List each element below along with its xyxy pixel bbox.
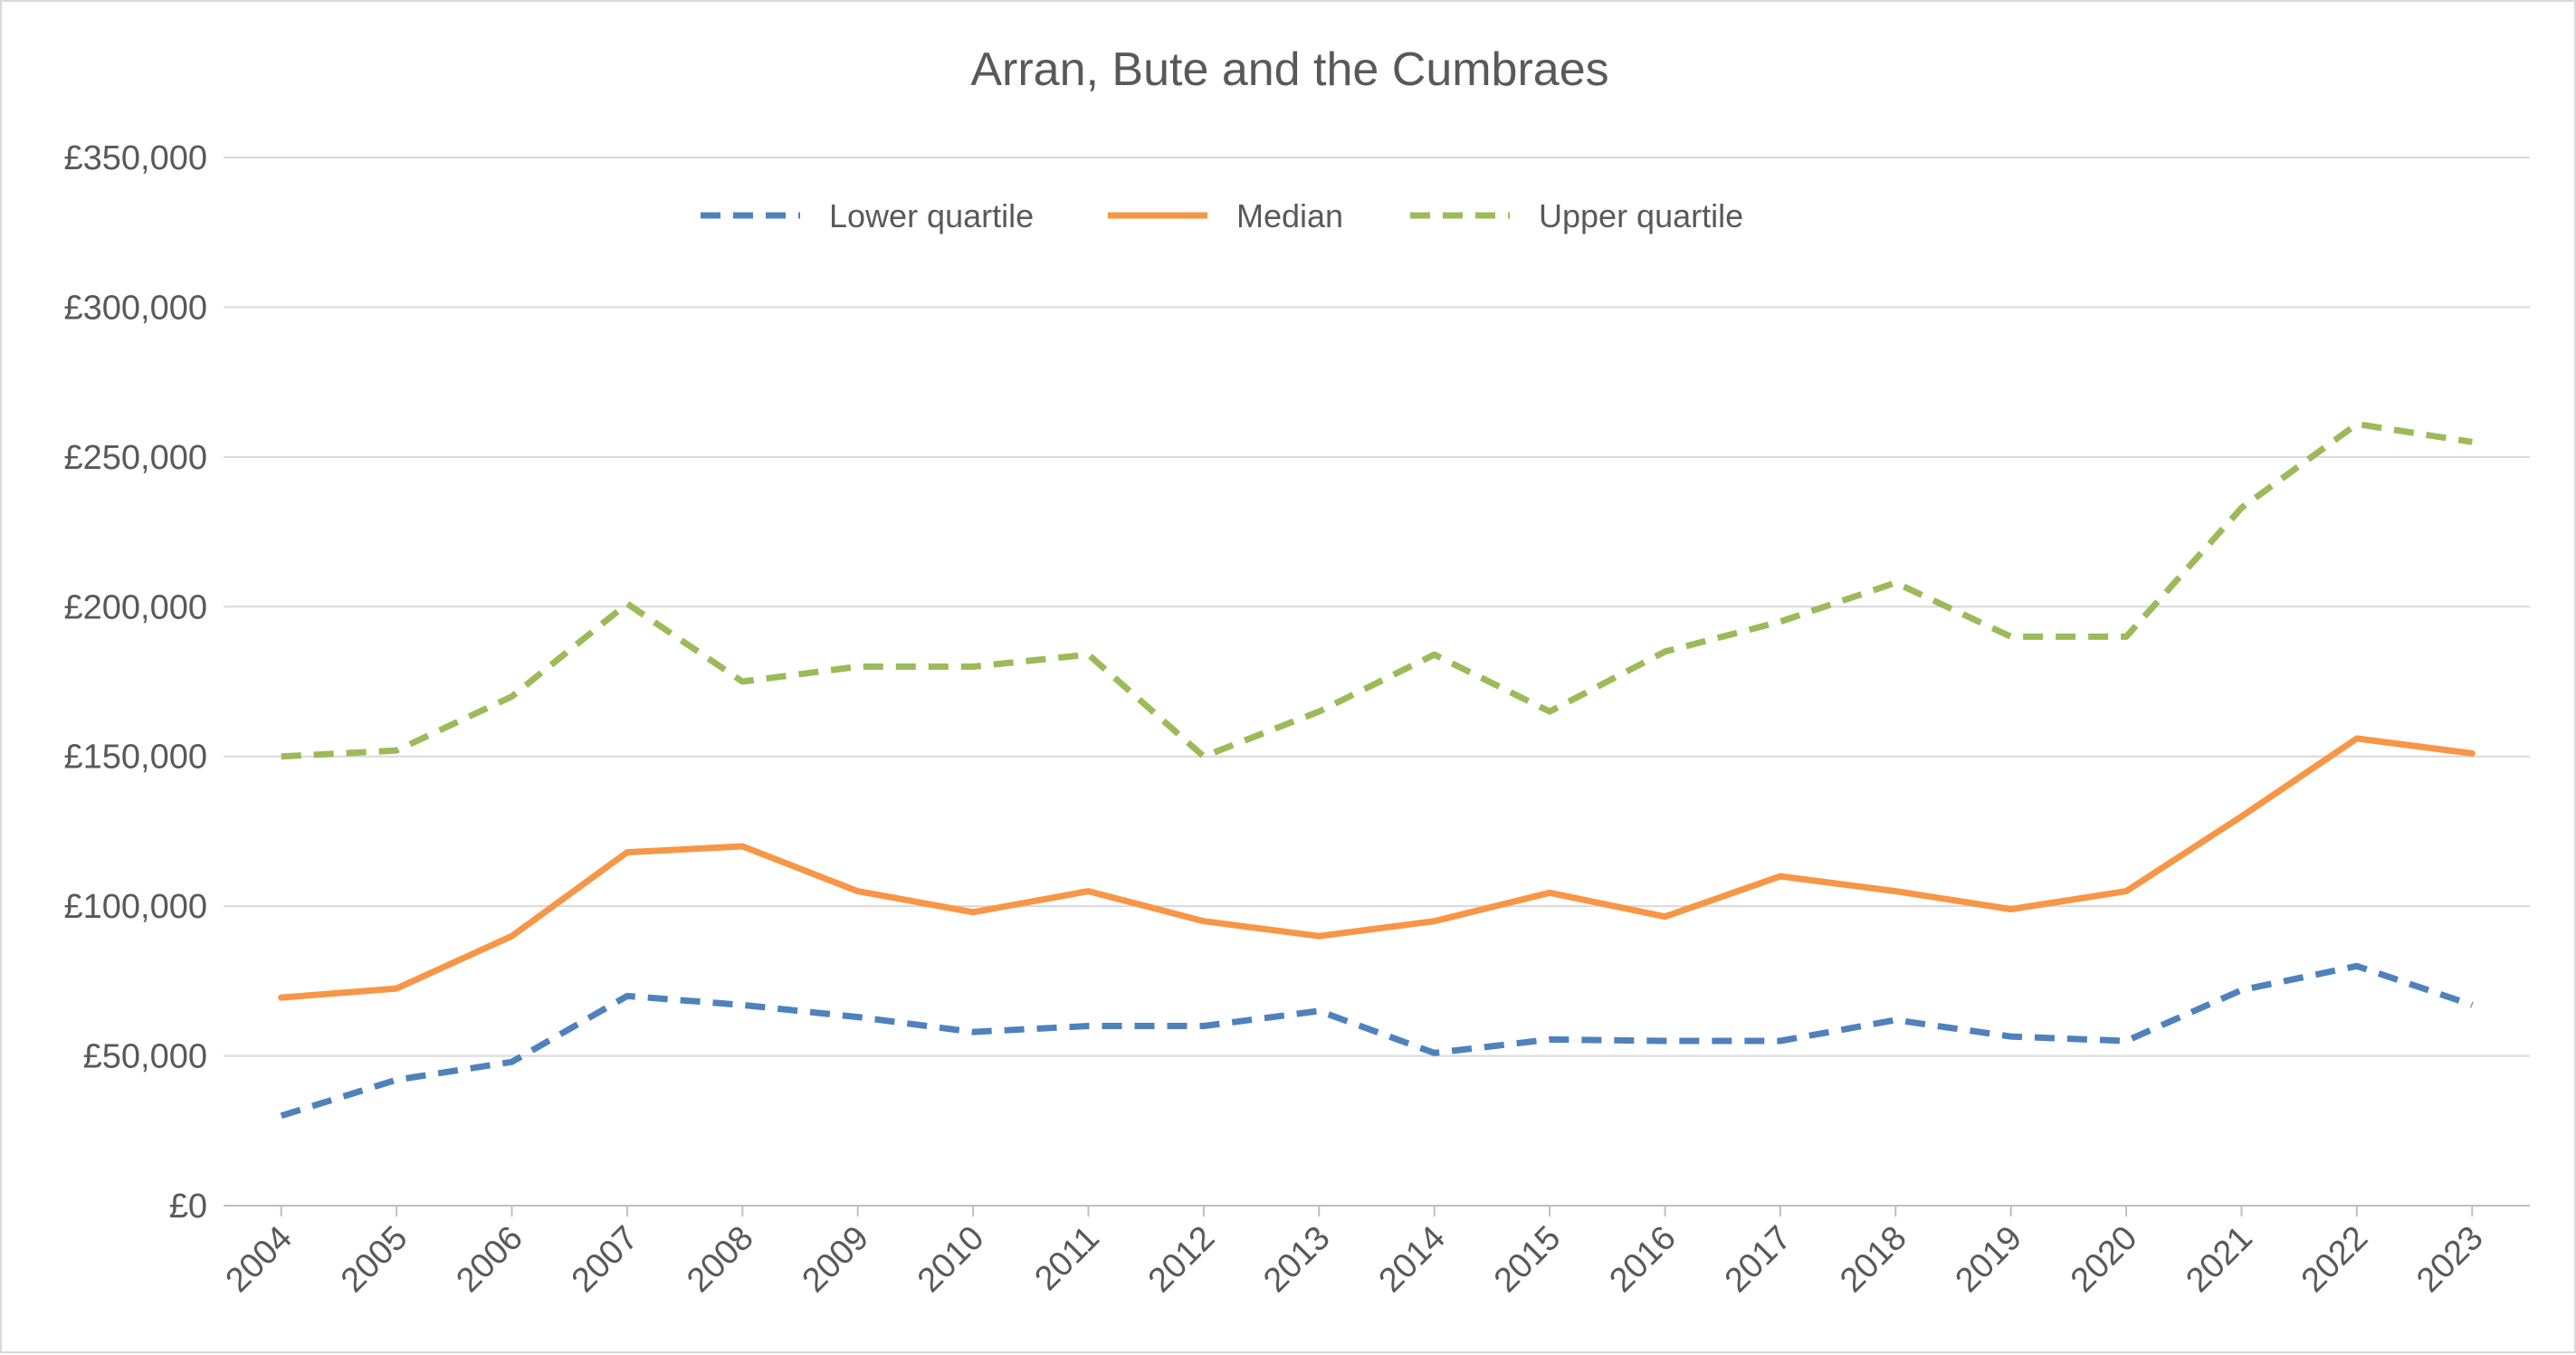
- x-tick-label: 2013: [1256, 1219, 1337, 1300]
- x-tick-label: 2010: [911, 1219, 991, 1300]
- x-tick-label: 2006: [449, 1219, 530, 1300]
- series-line-lower-quartile: [280, 962, 2474, 1120]
- y-tick-label: £150,000: [64, 739, 208, 777]
- y-tick-label: £300,000: [64, 289, 208, 327]
- x-tick-label: 2018: [1833, 1219, 1913, 1300]
- series-line-upper-quartile: [281, 421, 2473, 760]
- chart-title: Arran, Bute and the Cumbraes: [970, 43, 1608, 96]
- x-tick-label: 2012: [1141, 1219, 1222, 1300]
- y-tick-label: £200,000: [64, 588, 208, 626]
- y-tick-label: £50,000: [83, 1038, 207, 1076]
- legend-label: Lower quartile: [829, 197, 1034, 234]
- series-lines: [278, 421, 2476, 1120]
- x-tick-label: 2011: [1027, 1219, 1106, 1298]
- x-tick-label: 2023: [2409, 1219, 2490, 1300]
- x-tick-label: 2021: [2179, 1219, 2259, 1300]
- y-tick-label: £100,000: [64, 888, 208, 926]
- x-tick-label: 2008: [680, 1219, 760, 1300]
- x-tick-label: 2015: [1487, 1219, 1568, 1300]
- x-tick-label: 2022: [2295, 1219, 2375, 1300]
- series-line-median: [278, 735, 2476, 1001]
- x-tick-label: 2009: [796, 1219, 876, 1300]
- y-tick-label: £250,000: [64, 439, 208, 477]
- legend: Lower quartile Median Upper quartile: [701, 197, 1743, 234]
- legend-label: Median: [1236, 197, 1343, 234]
- x-tick-label: 2020: [2064, 1219, 2144, 1300]
- x-tick-label: 2017: [1718, 1219, 1798, 1300]
- x-tick-label: 2019: [1949, 1219, 2029, 1300]
- legend-label: Upper quartile: [1539, 197, 1743, 234]
- x-tick-label: 2007: [565, 1219, 645, 1300]
- x-tick-label: 2004: [219, 1219, 300, 1300]
- x-tick-label: 2016: [1602, 1219, 1683, 1300]
- x-tick-label: 2014: [1372, 1219, 1453, 1300]
- axes: £0 £50,000 £100,000 £150,000 £200,000 £250,00…: [64, 139, 2530, 1300]
- gridlines: [224, 157, 2530, 1057]
- y-tick-label: £350,000: [64, 139, 208, 177]
- y-tick-label: £0: [169, 1188, 207, 1226]
- x-tick-label: 2005: [334, 1219, 415, 1300]
